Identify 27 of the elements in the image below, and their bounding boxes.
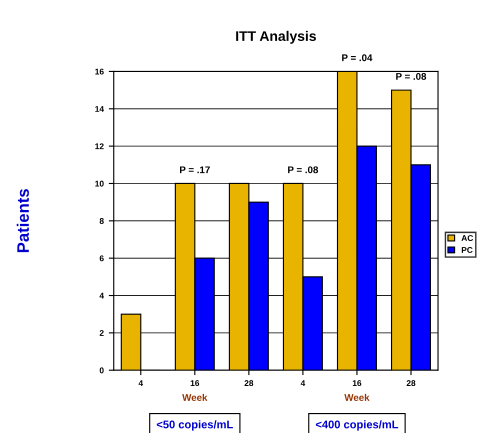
x-tick-label: 16 (352, 380, 362, 386)
x-tick-label: 4 (300, 380, 306, 386)
annotation: P = .08 (288, 166, 318, 174)
y-tick-label: 4 (100, 292, 104, 299)
text: Week (182, 394, 208, 401)
text: Week (344, 394, 370, 401)
y-tick-label: 8 (100, 218, 104, 224)
y-tick-label: 12 (95, 143, 104, 150)
legend-label: AC (461, 235, 474, 241)
y-tick-label: 10 (95, 180, 104, 187)
y-tick-label: 2 (100, 330, 104, 336)
x-tick-label: 28 (244, 380, 254, 386)
x-tick-label: 16 (190, 380, 200, 386)
y-tick-label: 6 (100, 255, 104, 262)
x-tick-label: 4 (138, 380, 144, 386)
text: P = .04 (342, 54, 372, 62)
chart-title: ITT Analysis (236, 30, 316, 44)
y-tick-label: 0 (100, 367, 104, 374)
text: <400 copies/mL (316, 420, 398, 431)
y-axis-title: Patients (16, 189, 29, 252)
y-tick-label: 14 (95, 106, 104, 112)
annotation: P = .17 (180, 166, 210, 174)
x-tick-label: 28 (406, 380, 416, 386)
text: <50 copies/mL (156, 420, 233, 431)
legend-label: PC (462, 247, 473, 253)
annotation: P = .08 (396, 72, 426, 80)
y-tick-label: 16 (95, 68, 104, 75)
